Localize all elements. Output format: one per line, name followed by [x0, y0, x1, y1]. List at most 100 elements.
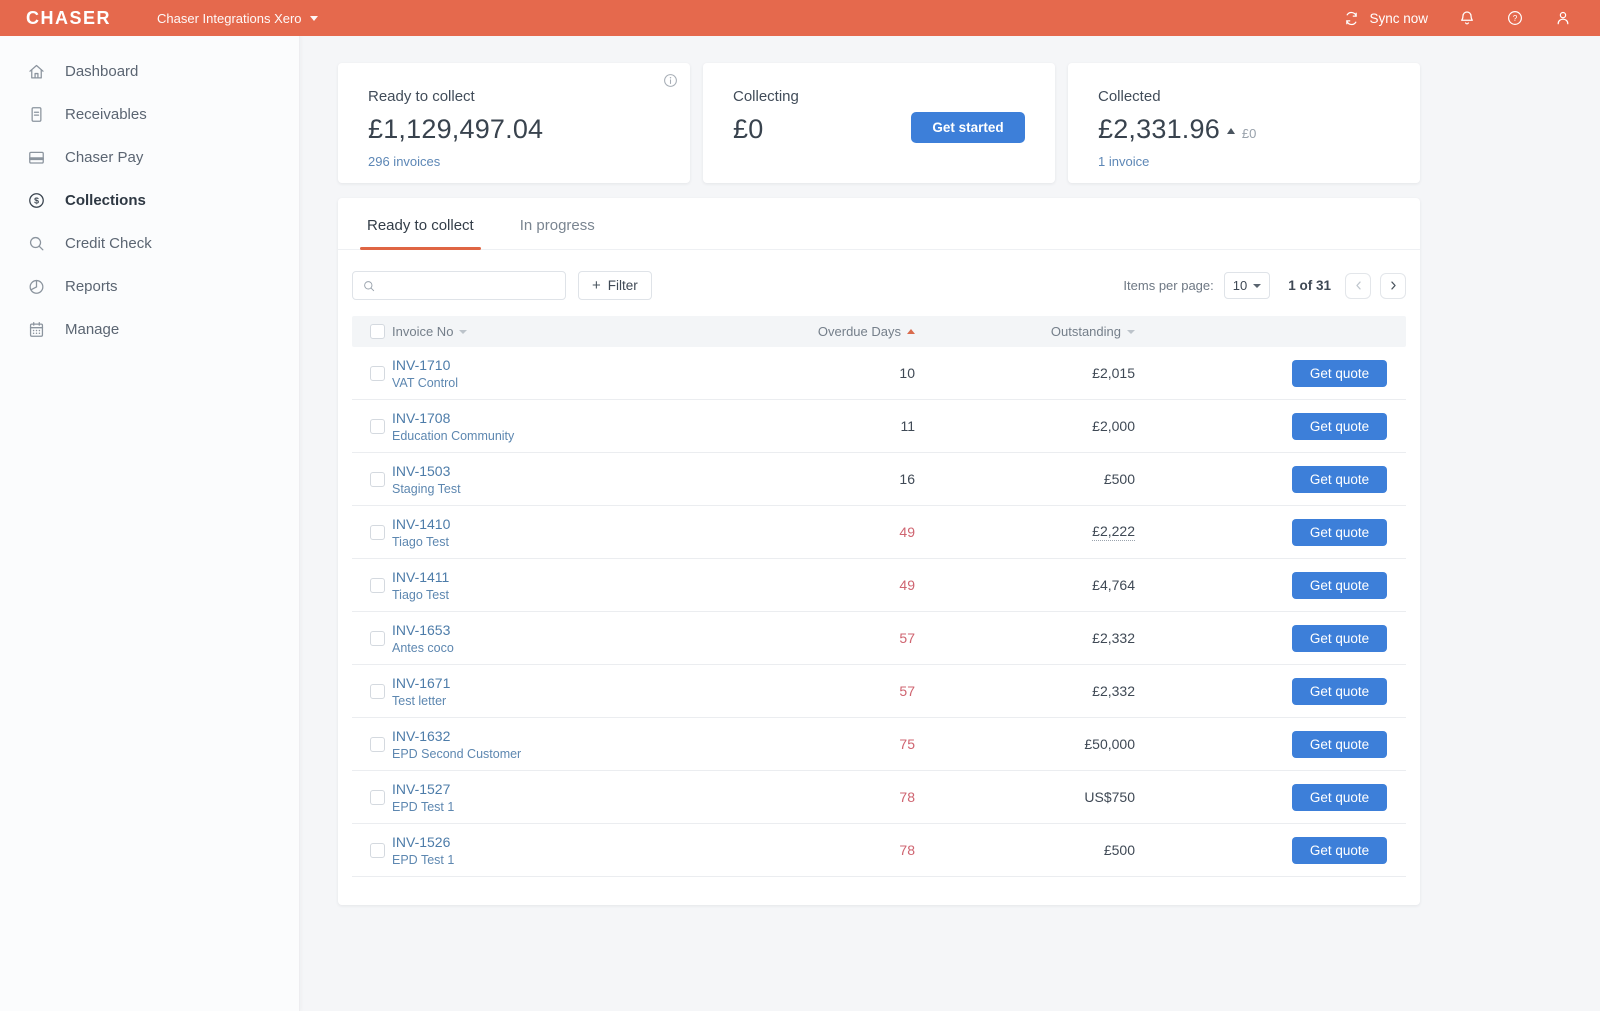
get-quote-button[interactable]: Get quote	[1292, 571, 1387, 599]
collections-panel: Ready to collect In progress Filter Item…	[338, 198, 1420, 905]
table-toolbar: Filter Items per page: 10 1 of 31	[338, 250, 1420, 316]
get-quote-button[interactable]: Get quote	[1292, 836, 1387, 864]
collected-delta: £0	[1241, 126, 1257, 141]
outstanding-amount: US$750	[1084, 789, 1135, 805]
sync-icon	[1343, 10, 1360, 27]
row-checkbox[interactable]	[370, 789, 385, 805]
sidebar-item-label: Manage	[65, 321, 120, 338]
invoice-number-link[interactable]: INV-1411	[392, 568, 450, 585]
chevron-left-icon	[1351, 278, 1366, 293]
row-checkbox[interactable]	[370, 471, 385, 487]
select-all-checkbox[interactable]	[370, 324, 385, 339]
row-checkbox[interactable]	[370, 842, 385, 858]
customer-name-link[interactable]: Antes coco	[392, 640, 454, 655]
get-started-button[interactable]: Get started	[911, 112, 1025, 143]
overdue-days-value: 11	[900, 418, 915, 434]
customer-name-link[interactable]: Test letter	[392, 693, 447, 708]
filter-button[interactable]: Filter	[578, 271, 652, 300]
invoice-number-link[interactable]: INV-1503	[392, 462, 451, 479]
chevron-down-icon	[309, 15, 318, 21]
notifications-bell-icon[interactable]	[1458, 9, 1476, 27]
user-account-icon[interactable]	[1554, 9, 1572, 27]
overdue-days-value: 10	[899, 365, 915, 381]
invoice-number-link[interactable]: INV-1526	[392, 833, 451, 850]
row-checkbox[interactable]	[370, 365, 385, 381]
column-header-overdue-days[interactable]: Overdue Days	[715, 324, 915, 339]
sidebar-item-label: Reports	[65, 278, 118, 295]
invoice-table-body: INV-1710 VAT Control 10 £2,015 Get quote…	[352, 347, 1406, 877]
row-checkbox[interactable]	[370, 630, 385, 646]
row-checkbox[interactable]	[370, 418, 385, 434]
table-row: INV-1653 Antes coco 57 £2,332 Get quote	[352, 612, 1406, 665]
get-quote-button[interactable]: Get quote	[1292, 783, 1387, 811]
invoice-number-link[interactable]: INV-1527	[392, 780, 451, 797]
row-checkbox[interactable]	[370, 577, 385, 593]
sort-caret-icon	[459, 329, 468, 334]
customer-name-link[interactable]: Education Community	[392, 428, 515, 443]
get-quote-button[interactable]: Get quote	[1292, 624, 1387, 652]
ready-invoices-link[interactable]: 296 invoices	[368, 154, 441, 169]
previous-page-button[interactable]	[1345, 272, 1371, 299]
invoice-number-link[interactable]: INV-1632	[392, 727, 451, 744]
collected-invoices-link[interactable]: 1 invoice	[1098, 154, 1150, 169]
customer-name-link[interactable]: Tiago Test	[392, 587, 449, 602]
invoice-number-link[interactable]: INV-1671	[392, 674, 451, 691]
customer-name-link[interactable]: EPD Test 1	[392, 799, 455, 814]
home-icon	[27, 62, 46, 81]
search-box	[352, 271, 566, 300]
customer-name-link[interactable]: EPD Second Customer	[392, 746, 522, 761]
document-icon	[27, 105, 46, 124]
help-icon[interactable]	[1506, 9, 1524, 27]
overdue-days-value: 49	[899, 577, 915, 593]
search-input[interactable]	[383, 272, 565, 299]
items-per-page-select[interactable]: 10	[1223, 272, 1271, 299]
outstanding-amount: £2,222	[1092, 523, 1135, 541]
row-checkbox[interactable]	[370, 736, 385, 752]
overdue-days-value: 16	[899, 471, 915, 487]
get-quote-button[interactable]: Get quote	[1292, 518, 1387, 546]
sidebar-item-dashboard[interactable]: Dashboard	[0, 50, 299, 93]
pie-chart-icon	[27, 277, 46, 296]
overdue-days-value: 57	[899, 630, 915, 646]
get-quote-button[interactable]: Get quote	[1292, 677, 1387, 705]
collecting-card: Collecting £0 Get started	[703, 63, 1055, 183]
invoice-number-link[interactable]: INV-1653	[392, 621, 451, 638]
next-page-button[interactable]	[1380, 272, 1406, 299]
get-quote-button[interactable]: Get quote	[1292, 359, 1387, 387]
get-quote-button[interactable]: Get quote	[1292, 730, 1387, 758]
collecting-amount: £0	[733, 114, 764, 144]
sidebar-item-reports[interactable]: Reports	[0, 265, 299, 308]
get-quote-button[interactable]: Get quote	[1292, 412, 1387, 440]
invoice-number-link[interactable]: INV-1708	[392, 409, 451, 426]
customer-name-link[interactable]: EPD Test 1	[392, 852, 455, 867]
sidebar-item-credit-check[interactable]: Credit Check	[0, 222, 299, 265]
invoice-number-link[interactable]: INV-1710	[392, 356, 451, 373]
chevron-down-icon	[1253, 283, 1262, 288]
org-selector[interactable]: Chaser Integrations Xero	[157, 11, 318, 26]
invoice-number-link[interactable]: INV-1410	[392, 515, 451, 532]
outstanding-amount: £4,764	[1092, 577, 1135, 593]
sidebar-item-chaser-pay[interactable]: Chaser Pay	[0, 136, 299, 179]
sidebar-item-manage[interactable]: Manage	[0, 308, 299, 351]
sidebar-item-label: Credit Check	[65, 235, 152, 252]
row-checkbox[interactable]	[370, 683, 385, 699]
sidebar-item-collections[interactable]: Collections	[0, 179, 299, 222]
sync-now-button[interactable]: Sync now	[1343, 10, 1428, 27]
column-header-invoice-no[interactable]: Invoice No	[392, 324, 715, 339]
get-quote-button[interactable]: Get quote	[1292, 465, 1387, 493]
customer-name-link[interactable]: Tiago Test	[392, 534, 449, 549]
outstanding-amount: £2,332	[1092, 630, 1135, 646]
dollar-circle-icon	[27, 191, 46, 210]
info-icon[interactable]	[662, 72, 679, 89]
row-checkbox[interactable]	[370, 524, 385, 540]
sidebar-item-receivables[interactable]: Receivables	[0, 93, 299, 136]
column-header-outstanding[interactable]: Outstanding	[915, 324, 1135, 339]
tab-in-progress[interactable]: In progress	[519, 217, 595, 234]
sort-ascending-icon	[907, 329, 915, 334]
search-icon	[362, 279, 376, 293]
customer-name-link[interactable]: Staging Test	[392, 481, 461, 496]
card-title: Collecting	[733, 88, 799, 105]
tab-ready-to-collect[interactable]: Ready to collect	[360, 198, 481, 250]
chevron-right-icon	[1386, 278, 1401, 293]
customer-name-link[interactable]: VAT Control	[392, 375, 458, 390]
